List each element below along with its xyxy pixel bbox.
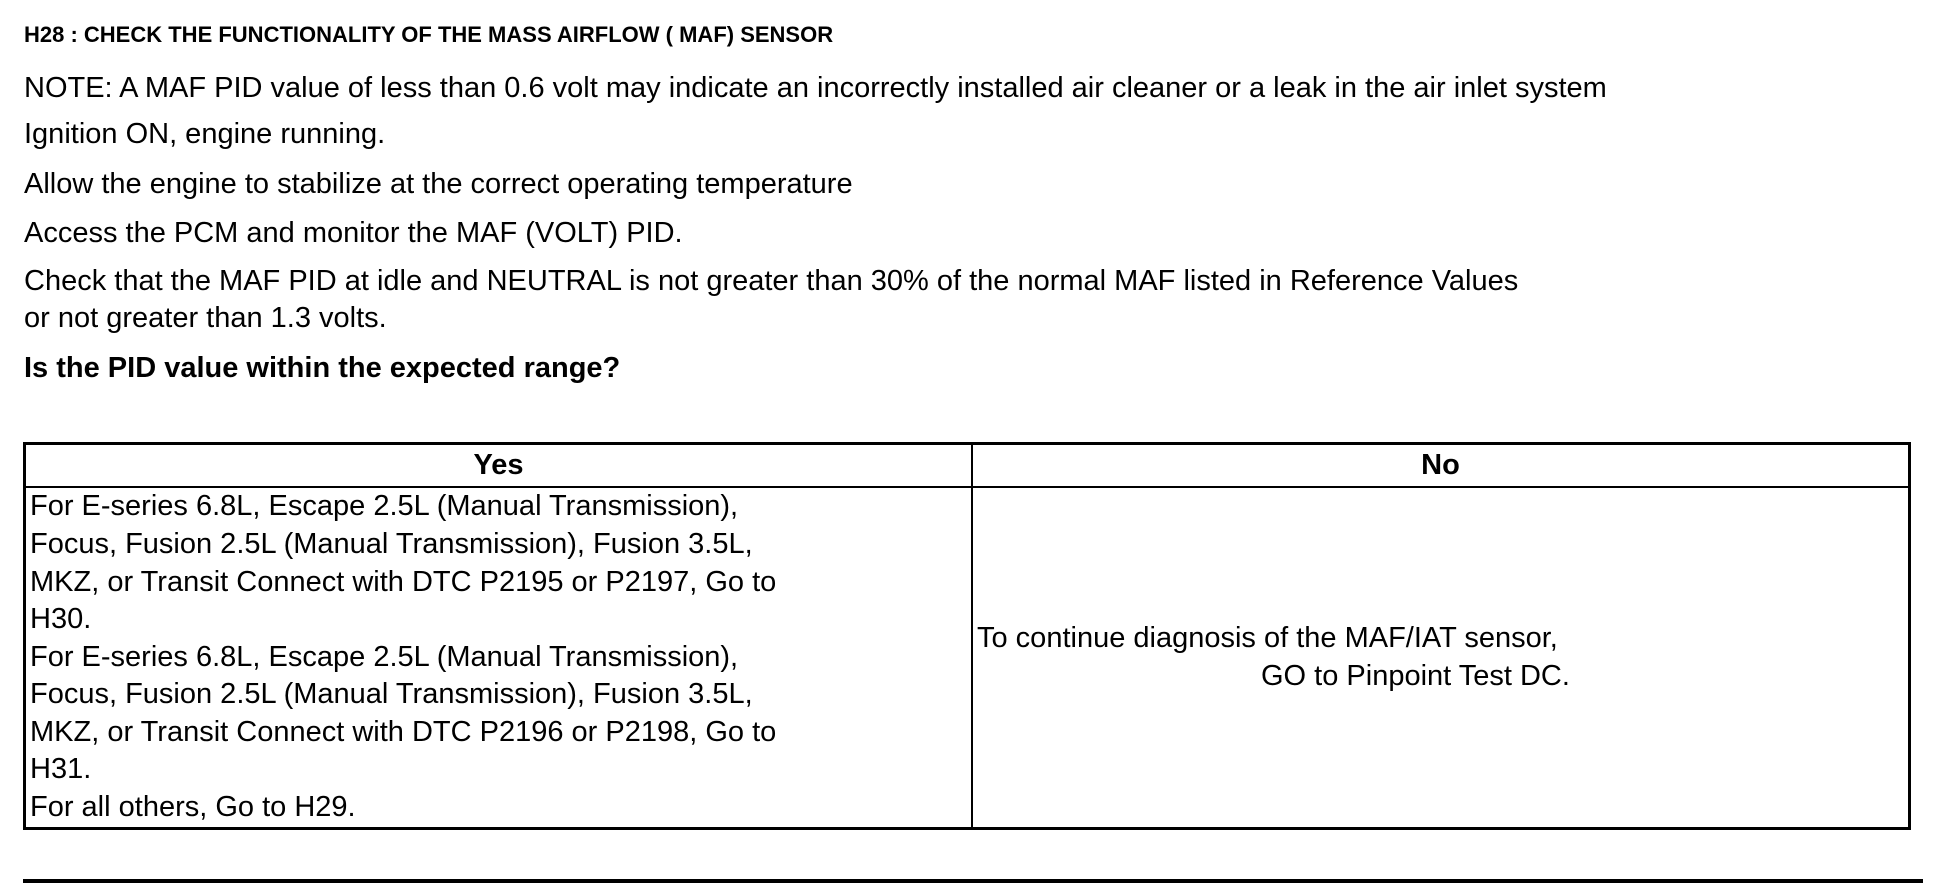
note-text: NOTE: A MAF PID value of less than 0.6 v… xyxy=(24,72,1607,104)
header-yes: Yes xyxy=(23,442,973,488)
instruction-line: or not greater than 1.3 volts. xyxy=(24,302,387,334)
instruction-line: Allow the engine to stabilize at the cor… xyxy=(24,168,853,200)
yes-cell: For E-series 6.8L, Escape 2.5L (Manual T… xyxy=(23,486,973,830)
yes-line: H31. xyxy=(30,753,92,786)
yes-line: MKZ, or Transit Connect with DTC P2195 o… xyxy=(30,565,777,598)
result-table: Yes No For E-series 6.8L, Escape 2.5L (M… xyxy=(23,442,1911,830)
yes-line: For all others, Go to H29. xyxy=(30,791,356,824)
instruction-line: Check that the MAF PID at idle and NEUTR… xyxy=(24,265,1519,297)
instruction-line: Access the PCM and monitor the MAF (VOLT… xyxy=(24,217,683,249)
yes-line: MKZ, or Transit Connect with DTC P2196 o… xyxy=(30,715,777,748)
header-no: No xyxy=(971,442,1911,488)
divider-rule xyxy=(23,879,1923,883)
question-text: Is the PID value within the expected ran… xyxy=(24,352,621,384)
yes-line: For E-series 6.8L, Escape 2.5L (Manual T… xyxy=(30,640,739,673)
step-title: H28 : CHECK THE FUNCTIONALITY OF THE MAS… xyxy=(24,22,834,47)
yes-line: Focus, Fusion 2.5L (Manual Transmission)… xyxy=(30,678,753,711)
yes-line: For E-series 6.8L, Escape 2.5L (Manual T… xyxy=(30,490,739,523)
yes-line: H30. xyxy=(30,603,92,636)
no-cell: To continue diagnosis of the MAF/IAT sen… xyxy=(971,486,1911,830)
no-line: GO to Pinpoint Test DC. xyxy=(1261,659,1570,692)
no-line: To continue diagnosis of the MAF/IAT sen… xyxy=(977,621,1558,654)
yes-line: Focus, Fusion 2.5L (Manual Transmission)… xyxy=(30,527,753,560)
instruction-line: Ignition ON, engine running. xyxy=(24,118,386,150)
